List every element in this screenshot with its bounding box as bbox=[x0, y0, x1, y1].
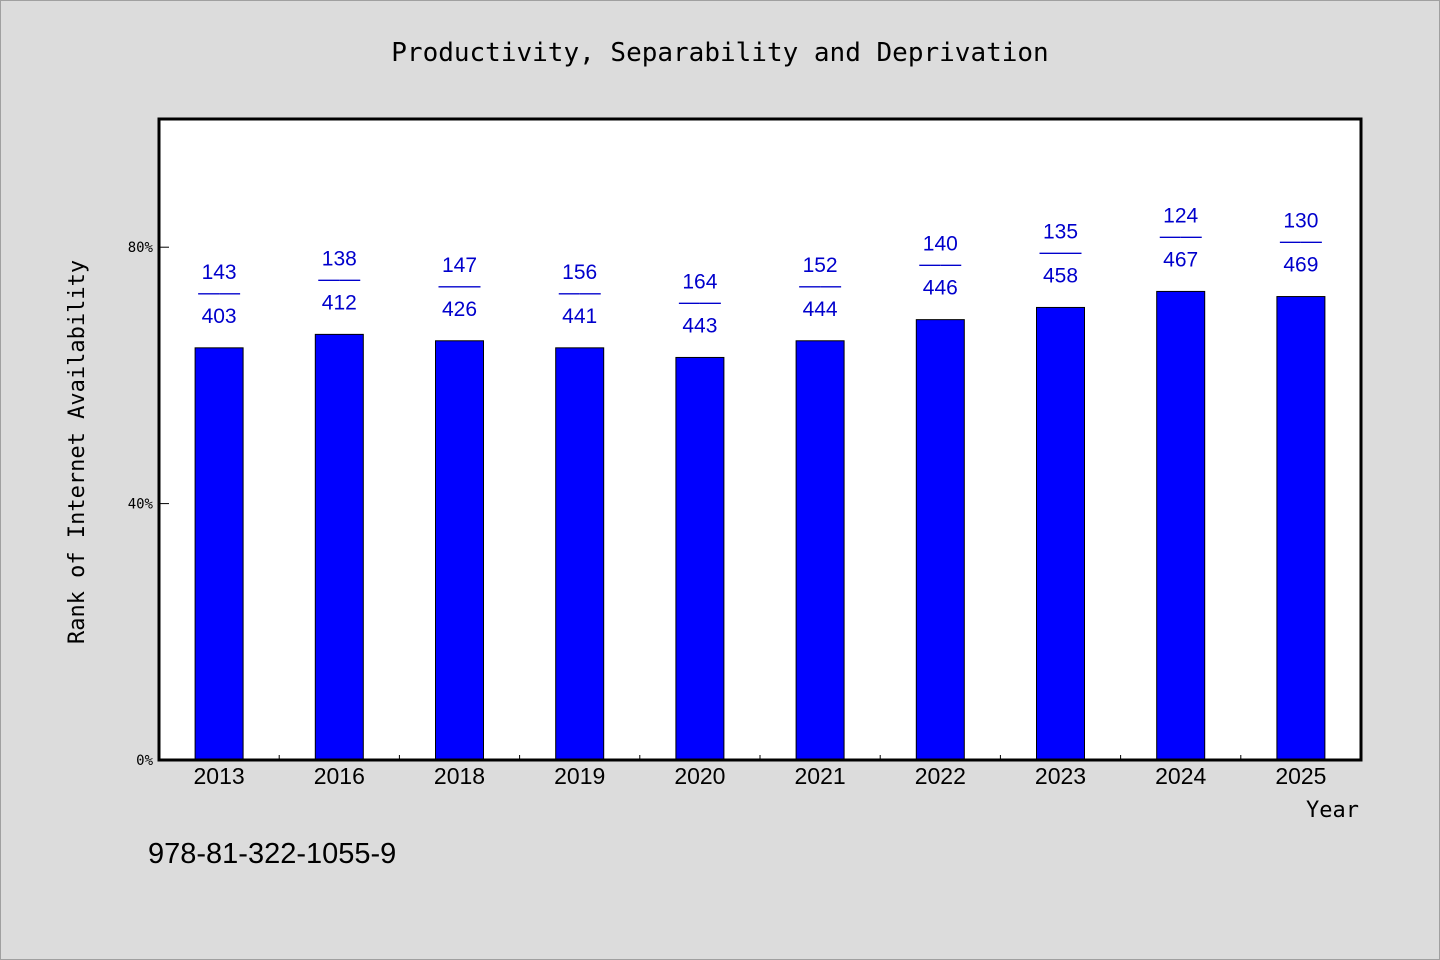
bar bbox=[555, 347, 605, 761]
bar-label-separator: —— bbox=[919, 253, 961, 276]
bar-label-bottom: 444 bbox=[803, 298, 838, 321]
bar-label-top: 156 bbox=[562, 261, 597, 284]
y-tick-label: 80% bbox=[128, 240, 154, 256]
chart-title: Productivity, Separability and Deprivati… bbox=[391, 38, 1048, 68]
bar-label-bottom: 426 bbox=[442, 298, 477, 321]
bar-label-separator: —— bbox=[1280, 230, 1322, 253]
bar bbox=[915, 319, 965, 761]
y-tick-label: 40% bbox=[128, 497, 154, 513]
bar bbox=[435, 340, 484, 761]
bar-label-separator: —— bbox=[439, 274, 481, 297]
bar-label-separator: —— bbox=[1160, 224, 1202, 247]
x-tick-label: 2018 bbox=[434, 763, 485, 789]
bar bbox=[194, 347, 244, 761]
x-tick-label: 2020 bbox=[674, 763, 725, 789]
x-tick-label: 2023 bbox=[1035, 763, 1086, 789]
y-axis-label: Rank of Internet Availability bbox=[65, 260, 90, 644]
bar-label-bottom: 446 bbox=[923, 277, 958, 300]
bar bbox=[314, 333, 364, 761]
isbn-footer: 978-81-322-1055-9 bbox=[148, 838, 396, 870]
bar-label-top: 130 bbox=[1283, 210, 1318, 233]
bar-label-bottom: 441 bbox=[562, 305, 597, 328]
bar-label-top: 143 bbox=[202, 261, 237, 284]
plot-border bbox=[157, 117, 1363, 762]
bar-label-top: 135 bbox=[1043, 220, 1078, 243]
x-tick-label: 2025 bbox=[1275, 763, 1326, 789]
x-tick-label: 2024 bbox=[1155, 763, 1206, 789]
bar-label-bottom: 443 bbox=[682, 314, 717, 337]
bar bbox=[795, 340, 845, 761]
bar-label-separator: —— bbox=[679, 290, 721, 313]
bar-label-separator: —— bbox=[799, 274, 841, 297]
x-tick-label: 2016 bbox=[314, 763, 365, 789]
bar-label-top: 138 bbox=[322, 247, 357, 270]
bar-label-separator: —— bbox=[198, 281, 240, 304]
x-axis: 2013 2016 2018 2019 2020 2021 2022 2023 2024 2025 bbox=[194, 755, 1326, 789]
bar-label-top: 164 bbox=[682, 270, 717, 293]
bar-label-bottom: 403 bbox=[202, 305, 237, 328]
x-tick-label: 2019 bbox=[554, 763, 605, 789]
bar bbox=[675, 356, 725, 761]
bar bbox=[1156, 290, 1206, 761]
bar bbox=[1276, 296, 1326, 761]
data-labels: 143——403138——412147——426156——441164——443… bbox=[198, 204, 1322, 337]
bar-label-bottom: 467 bbox=[1163, 248, 1198, 271]
x-tick-label: 2022 bbox=[915, 763, 966, 789]
x-axis-label: Year bbox=[1306, 798, 1359, 823]
y-axis: 0% 40% 80% bbox=[128, 240, 169, 769]
x-tick-label: 2013 bbox=[194, 763, 245, 789]
bar bbox=[1036, 306, 1085, 761]
bar-label-bottom: 412 bbox=[322, 291, 357, 314]
y-tick-label: 0% bbox=[136, 753, 153, 769]
bar-label-bottom: 469 bbox=[1283, 254, 1318, 277]
x-tick-label: 2021 bbox=[795, 763, 846, 789]
bar-label-separator: —— bbox=[318, 267, 360, 290]
bar-label-top: 124 bbox=[1163, 204, 1198, 227]
bar-label-bottom: 458 bbox=[1043, 264, 1078, 287]
bars bbox=[194, 290, 1326, 761]
bar-label-separator: —— bbox=[559, 281, 601, 304]
bar-label-separator: —— bbox=[1040, 240, 1082, 263]
bar-label-top: 147 bbox=[442, 254, 477, 277]
bar-label-top: 152 bbox=[803, 254, 838, 277]
bar-label-top: 140 bbox=[923, 233, 958, 256]
